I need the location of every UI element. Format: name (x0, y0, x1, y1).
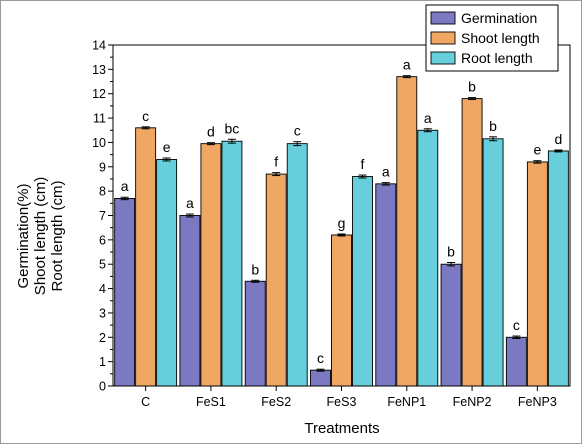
y-axis-title-line-2: Shoot length (cm) (32, 177, 49, 295)
significance-letter: bc (225, 120, 240, 136)
legend-label: Germination (461, 10, 537, 26)
bar (310, 369, 331, 387)
bar (396, 76, 418, 387)
significance-letter: b (251, 261, 259, 277)
legend-swatch (430, 11, 456, 25)
significance-letter: e (533, 142, 541, 158)
significance-letter: c (294, 123, 301, 139)
significance-letter: b (489, 118, 497, 134)
bar (135, 127, 157, 387)
significance-letter: a (186, 195, 194, 211)
y-axis-title: Germination(%) Shoot length (cm) Root le… (15, 177, 66, 295)
y-tick-label: 3 (99, 306, 106, 320)
significance-letter: b (468, 79, 476, 95)
significance-letter: d (554, 131, 562, 147)
significance-letter: c (142, 108, 149, 124)
legend-label: Shoot length (461, 30, 540, 46)
bar (526, 161, 548, 387)
y-tick-label: 6 (99, 233, 106, 247)
significance-letter: b (447, 244, 455, 260)
x-tick-label: FeS3 (327, 395, 357, 409)
significance-letter: c (317, 350, 324, 366)
bar (375, 183, 397, 387)
bars-group (114, 75, 569, 387)
bar (221, 140, 243, 387)
bar (547, 150, 569, 387)
y-tick-label: 14 (92, 39, 106, 53)
bar (505, 336, 527, 387)
y-tick-label: 5 (99, 258, 106, 272)
y-tick-label: 0 (99, 380, 106, 394)
significance-letter: f (274, 154, 278, 170)
bar (482, 138, 504, 387)
bar (265, 173, 287, 387)
bar (244, 280, 266, 387)
x-tick-label: FeS1 (196, 395, 226, 409)
y-axis-title-line-3: Root length (cm) (49, 181, 66, 292)
significance-letter: g (338, 215, 346, 231)
bar (156, 159, 178, 387)
significance-letter: a (424, 110, 432, 126)
legend-label: Root length (461, 50, 533, 66)
significance-letter: e (163, 139, 171, 155)
y-tick-label: 7 (99, 209, 106, 223)
x-tick-label: FeNP1 (387, 395, 426, 409)
axes-group (108, 44, 571, 391)
significance-letter: a (121, 178, 129, 194)
x-tick-label: FeNP2 (453, 395, 492, 409)
legend-swatch (430, 51, 456, 65)
y-tick-label: 12 (92, 87, 106, 101)
bar (461, 98, 483, 387)
bar (179, 215, 201, 387)
significance-letter: c (513, 317, 520, 333)
legend: Germination Shoot length Root length (425, 4, 559, 72)
x-tick-label: FeS2 (261, 395, 291, 409)
x-tick-label: FeNP3 (518, 395, 557, 409)
significance-letter: d (207, 124, 215, 140)
y-tick-label: 8 (99, 185, 106, 199)
y-tick-label: 9 (99, 160, 106, 174)
significance-letter: a (382, 164, 390, 180)
x-axis-title: Treatments (304, 420, 379, 437)
y-tick-label: 2 (99, 331, 106, 345)
significance-letter: a (403, 57, 411, 73)
significance-letter: f (361, 156, 365, 172)
legend-swatch (430, 31, 456, 45)
bar (286, 143, 308, 387)
y-tick-label: 1 (99, 355, 106, 369)
bar (114, 197, 136, 387)
y-tick-label: 4 (99, 282, 106, 296)
bar (200, 143, 222, 387)
x-tick-label: C (141, 395, 150, 409)
bar (440, 263, 462, 387)
y-tick-label: 13 (92, 63, 106, 77)
y-tick-label: 10 (92, 136, 106, 150)
y-tick-label: 11 (93, 112, 106, 126)
bar (331, 234, 352, 387)
bar (352, 176, 373, 387)
y-axis-title-line-1: Germination(%) (15, 183, 32, 288)
bar (417, 129, 439, 387)
